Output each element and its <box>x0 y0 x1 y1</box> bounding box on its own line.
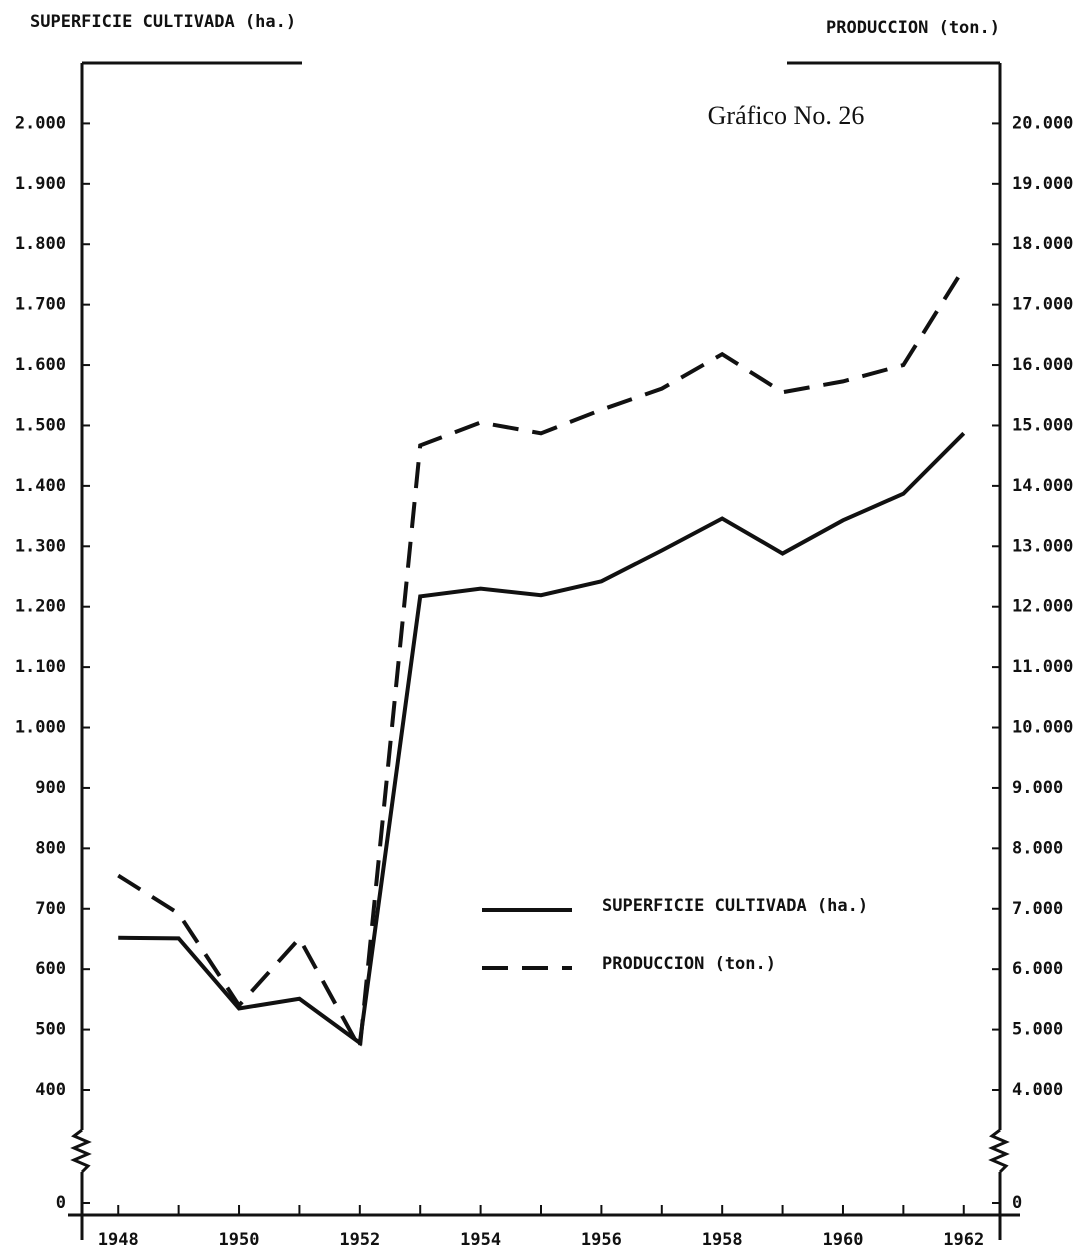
y2-tick-label: 9.000 <box>1012 778 1063 798</box>
y-tick-label: 1.800 <box>15 234 66 254</box>
x-tick-label: 1952 <box>339 1230 380 1250</box>
x-tick-label: 1962 <box>943 1230 984 1250</box>
y-axis-title: SUPERFICIE CULTIVADA (ha.) <box>30 12 296 32</box>
y2-tick-label: 5.000 <box>1012 1020 1063 1040</box>
y2-tick-label: 11.000 <box>1012 657 1073 677</box>
y-tick-label: 2.000 <box>15 113 66 133</box>
axis-break <box>70 1128 1010 1174</box>
y2-tick-label: 0 <box>1012 1193 1022 1213</box>
x-tick-label: 1950 <box>219 1230 260 1250</box>
y-tick-label: 800 <box>35 838 66 858</box>
y2-tick-label: 8.000 <box>1012 838 1063 858</box>
y2-tick-label: 4.000 <box>1012 1080 1063 1100</box>
y2-tick-label: 7.000 <box>1012 899 1063 919</box>
y-tick-label: 900 <box>35 778 66 798</box>
x-tick-label: 1948 <box>98 1230 139 1250</box>
y-tick-label: 1.100 <box>15 657 66 677</box>
x-tick-label: 1954 <box>460 1230 501 1250</box>
y-tick-label: 1.000 <box>15 718 66 738</box>
y-tick-label: 700 <box>35 899 66 919</box>
y2-tick-label: 10.000 <box>1012 718 1073 738</box>
legend-label: SUPERFICIE CULTIVADA (ha.) <box>602 896 868 916</box>
series-line <box>118 431 966 1047</box>
y-tick-label: 1.300 <box>15 536 66 556</box>
y2-tick-label: 13.000 <box>1012 536 1073 556</box>
x-tick-label: 1956 <box>581 1230 622 1250</box>
y2-axis-title: PRODUCCION (ton.) <box>826 18 1000 38</box>
series-line <box>117 267 966 1055</box>
y-tick-label: 1.500 <box>15 415 66 435</box>
y2-tick-label: 19.000 <box>1012 174 1073 194</box>
y-tick-label: 1.700 <box>15 295 66 315</box>
y2-tick-label: 18.000 <box>1012 234 1073 254</box>
y2-tick-label: 12.000 <box>1012 597 1073 617</box>
y-tick-label: 400 <box>35 1080 66 1100</box>
y-tick-label: 1.400 <box>15 476 66 496</box>
y2-tick-label: 14.000 <box>1012 476 1073 496</box>
y-tick-label: 1.600 <box>15 355 66 375</box>
x-tick-label: 1958 <box>702 1230 743 1250</box>
y-tick-label: 500 <box>35 1020 66 1040</box>
legend-label: PRODUCCION (ton.) <box>602 954 776 974</box>
y-tick-label: 1.200 <box>15 597 66 617</box>
chart-title: Gráfico No. 26 <box>708 101 865 130</box>
y-tick-label: 0 <box>56 1193 66 1213</box>
y-tick-label: 600 <box>35 959 66 979</box>
y2-tick-label: 16.000 <box>1012 355 1073 375</box>
y2-tick-label: 17.000 <box>1012 295 1073 315</box>
y2-tick-label: 6.000 <box>1012 959 1063 979</box>
x-tick-label: 1960 <box>822 1230 863 1250</box>
y2-tick-label: 20.000 <box>1012 113 1073 133</box>
y2-tick-label: 15.000 <box>1012 415 1073 435</box>
y-tick-label: 1.900 <box>15 174 66 194</box>
